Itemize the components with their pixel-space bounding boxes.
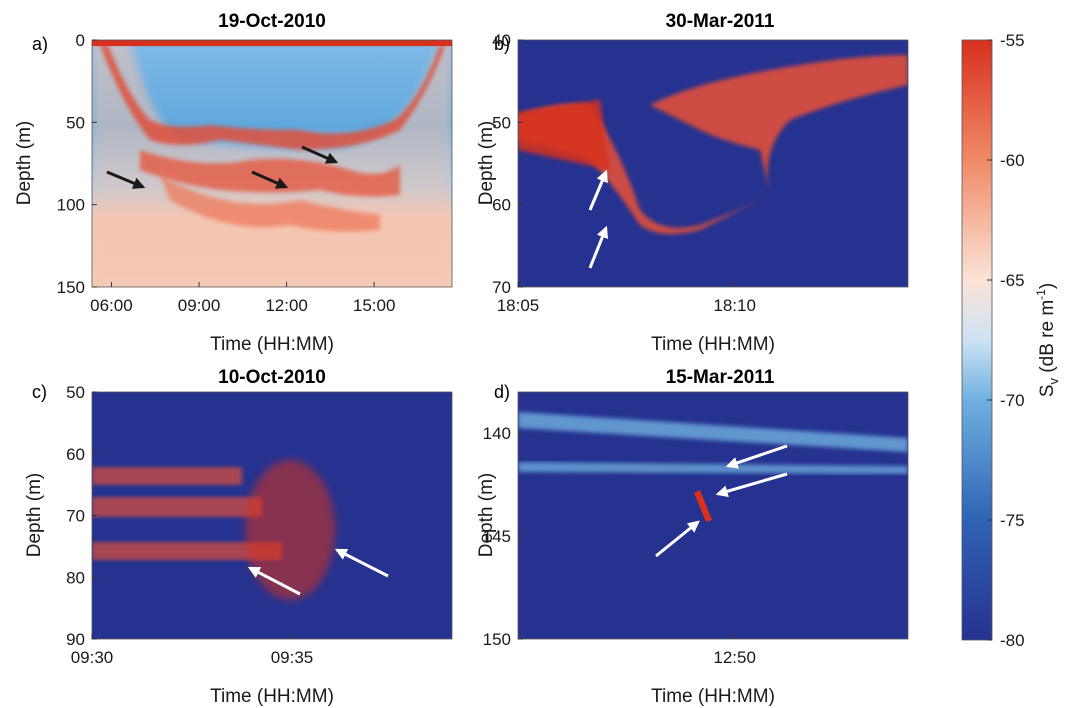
arrow-icon — [655, 520, 700, 558]
panel-c-heatmap — [92, 392, 452, 639]
panel-b-ylabel: Depth (m) — [476, 121, 497, 205]
y-tick-label: 100 — [57, 196, 85, 215]
panel-c-y-ticks: 50 60 70 80 90 — [66, 383, 97, 649]
y-tick-label: 150 — [483, 630, 511, 649]
panel-d-heatmap — [518, 392, 908, 639]
colorbar-gradient — [961, 39, 993, 641]
panel-d-xlabel: Time (HH:MM) — [651, 686, 775, 707]
y-tick-label: 70 — [492, 278, 511, 297]
y-tick-label: 70 — [66, 507, 85, 526]
arrow-icon — [251, 170, 289, 189]
panel-b-heatmap — [518, 40, 908, 287]
panel-b-xlabel: Time (HH:MM) — [651, 334, 775, 355]
panel-a: 19-Oct-2010 a) 0 50 100 150 06:00 09:00 12:00… — [14, 11, 453, 355]
y-tick-label: 40 — [492, 31, 511, 50]
panel-c-arrows — [247, 548, 389, 596]
panel-d-y-ticks: 140 145 150 — [483, 424, 523, 649]
x-tick-label: 06:00 — [90, 296, 133, 315]
panel-c: 10-Oct-2010 c) 50 60 70 80 90 09:30 09:35 Tim… — [24, 367, 453, 707]
x-tick-label: 18:10 — [713, 296, 756, 315]
panel-b-y-ticks: 40 50 60 70 — [492, 31, 523, 297]
x-tick-label: 15:00 — [353, 296, 396, 315]
x-tick-label: 12:00 — [265, 296, 308, 315]
y-tick-label: 50 — [492, 113, 511, 132]
panel-a-x-ticks: 06:00 09:00 12:00 15:00 — [90, 282, 395, 315]
panel-b-x-ticks: 18:05 18:10 — [497, 282, 756, 315]
x-tick-label: 09:30 — [71, 648, 114, 667]
panel-c-xlabel: Time (HH:MM) — [210, 686, 334, 707]
y-tick-label: 90 — [66, 630, 85, 649]
arrow-icon — [588, 225, 609, 269]
arrow-icon — [725, 444, 788, 469]
y-tick-label: 80 — [66, 568, 85, 587]
y-tick-label: 0 — [76, 31, 85, 50]
panel-a-xlabel: Time (HH:MM) — [210, 334, 334, 355]
arrow-icon — [106, 170, 146, 189]
y-tick-label: 50 — [66, 383, 85, 402]
panel-a-heatmap — [92, 40, 452, 287]
panel-b: 30-Mar-2011 b) 40 50 60 70 18:05 18:10 Time … — [476, 11, 909, 355]
panel-d-x-ticks: 12:50 — [713, 634, 756, 667]
y-tick-label: 145 — [483, 527, 511, 546]
colorbar: -55 -60 -65 -70 -75 -80 Sv (dB re m-1) — [961, 31, 1061, 650]
x-tick-label: 09:00 — [178, 296, 221, 315]
colorbar-tick-label: -75 — [1000, 511, 1025, 530]
arrow-icon — [588, 169, 608, 211]
y-tick-label: 60 — [492, 196, 511, 215]
x-tick-label: 18:05 — [497, 296, 540, 315]
y-tick-label: 140 — [483, 424, 511, 443]
arrow-icon — [334, 548, 389, 578]
y-tick-label: 150 — [57, 278, 85, 297]
panel-a-arrows — [106, 145, 339, 189]
panel-d: 15-Mar-2011 d) 140 145 150 12:50 Time (HH:… — [476, 367, 909, 707]
panel-a-y-ticks: 0 50 100 150 — [57, 31, 97, 297]
panel-b-arrows — [588, 169, 609, 269]
colorbar-tick-label: -65 — [1000, 271, 1025, 290]
arrow-icon — [301, 145, 339, 164]
panel-d-arrows — [655, 444, 788, 558]
colorbar-label: Sv (dB re m-1) — [1034, 283, 1061, 397]
panel-c-title: 10-Oct-2010 — [218, 367, 326, 388]
arrow-icon — [247, 566, 301, 596]
panel-d-label: d) — [494, 382, 510, 402]
y-tick-label: 50 — [66, 113, 85, 132]
panel-b-title: 30-Mar-2011 — [666, 11, 775, 32]
colorbar-tick-label: -55 — [1000, 31, 1025, 50]
arrow-icon — [715, 472, 788, 498]
colorbar-tick-label: -70 — [1000, 391, 1025, 410]
panel-d-ylabel: Depth (m) — [476, 473, 497, 557]
colorbar-tick-label: -60 — [1000, 151, 1025, 170]
panel-c-label: c) — [32, 382, 47, 402]
colorbar-ticks: -55 -60 -65 -70 -75 -80 — [987, 31, 1025, 650]
panel-a-ylabel: Depth (m) — [14, 121, 35, 205]
panel-a-label: a) — [32, 34, 48, 54]
colorbar-tick-label: -80 — [1000, 631, 1025, 650]
x-tick-label: 09:35 — [271, 648, 314, 667]
panel-c-ylabel: Depth (m) — [24, 473, 45, 557]
panel-c-x-ticks: 09:30 09:35 — [71, 634, 314, 667]
panel-b-label: b) — [494, 34, 510, 54]
x-tick-label: 12:50 — [713, 648, 756, 667]
y-tick-label: 60 — [66, 445, 85, 464]
panel-a-title: 19-Oct-2010 — [218, 11, 326, 32]
panel-d-title: 15-Mar-2011 — [666, 367, 775, 388]
